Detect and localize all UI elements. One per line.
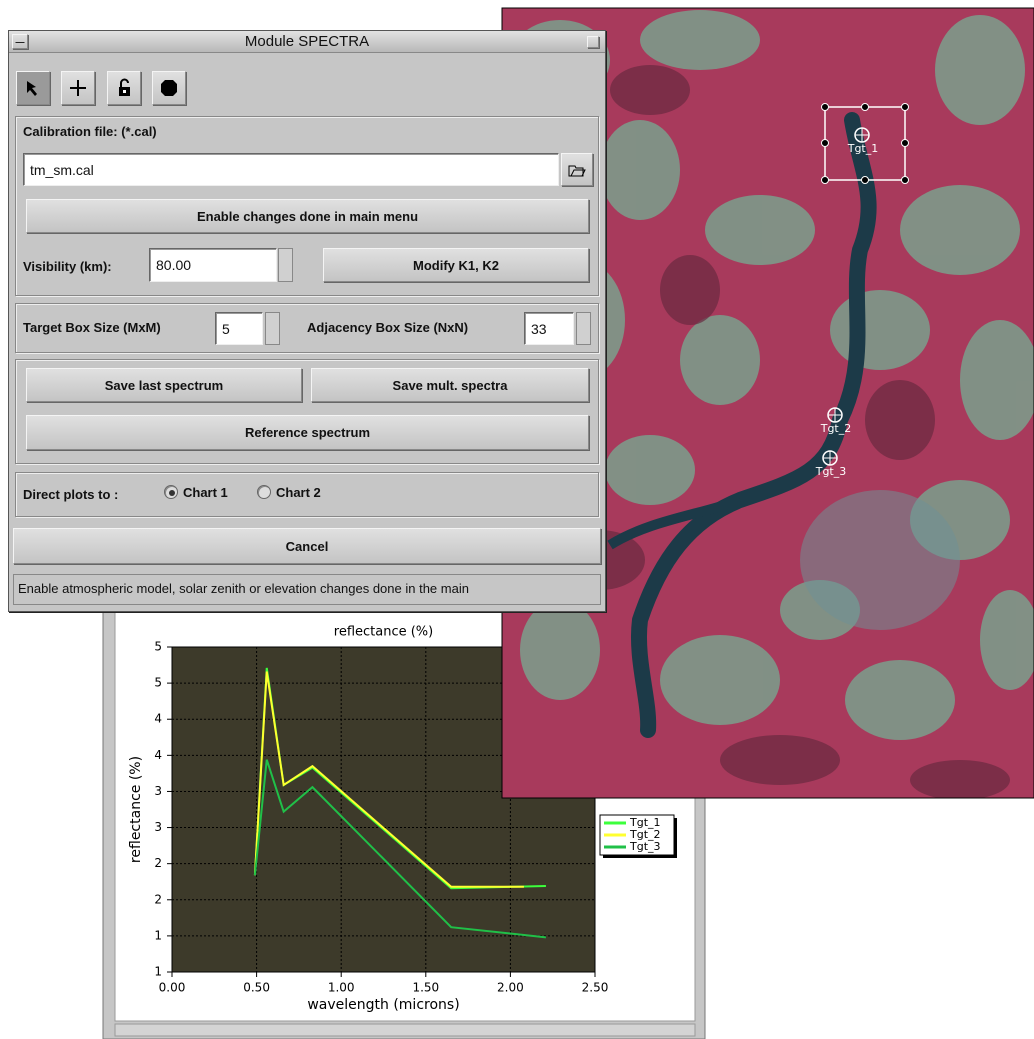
radio-chart-2-label[interactable]: Chart 2 [276,485,321,500]
selection-box[interactable] [821,103,909,184]
adjacency-box-label: Adjacency Box Size (NxN) [307,320,469,335]
field-patches [510,10,1034,740]
x-tick-label: 0.50 [243,981,270,995]
y-tick-label: 1 [154,928,162,942]
legend-label: Tgt_2 [629,828,661,841]
legend-label: Tgt_1 [629,816,661,829]
browse-button[interactable] [561,153,593,186]
direct-plots-panel [15,472,599,517]
river [631,112,877,738]
calibration-panel [15,116,599,296]
target-label: Tgt_1 [847,142,879,155]
dark-fields [555,65,1010,798]
cancel-button[interactable]: Cancel [13,528,601,564]
spectra-dialog: Module SPECTRA — Calibration file: (*.ca… [8,30,606,612]
radio-chart-1-label[interactable]: Chart 1 [183,485,228,500]
x-tick-label: 0.00 [159,981,186,995]
target-crosshair [823,451,837,465]
target-box-spinner[interactable] [265,312,280,345]
pointer-icon [27,81,37,96]
target-markers: Tgt_1 Tgt_2 Tgt_3 [815,127,879,478]
x-tick-label: 1.50 [412,981,439,995]
y-tick-label: 5 [154,640,162,654]
target-crosshair [828,408,842,422]
town-area [800,490,960,630]
y-tick-label: 3 [154,820,162,834]
lock-icon [119,78,130,96]
y-tick-label: 4 [154,748,162,762]
window-close-button[interactable] [587,36,599,48]
direct-plots-label: Direct plots to : [23,487,119,502]
save-last-button[interactable]: Save last spectrum [26,368,302,402]
x-tick-label: 2.00 [497,981,524,995]
save-mult-button[interactable]: Save mult. spectra [311,368,589,402]
window-menu-button[interactable]: — [12,34,28,49]
x-axis-title: wavelength (microns) [307,997,459,1013]
visibility-spinner[interactable] [278,248,293,282]
river-branch [607,495,742,550]
adjacency-box-input[interactable]: 33 [524,312,574,345]
y-tick-label: 2 [154,856,162,870]
visibility-input[interactable]: 80.00 [149,248,277,282]
radio-chart-2[interactable] [257,485,271,499]
series-line [253,759,547,939]
y-tick-label: 4 [154,712,162,726]
target-box-input[interactable]: 5 [215,312,263,345]
folder-icon [568,165,586,176]
modify-k-button[interactable]: Modify K1, K2 [323,248,589,282]
target-box-label: Target Box Size (MxM) [23,320,161,335]
y-axis-title: reflectance (%) [128,756,144,863]
lock-tool[interactable] [107,71,141,105]
selection-handles [821,103,909,184]
chart-title: reflectance (%) [334,625,433,640]
reference-button[interactable]: Reference spectrum [26,415,589,450]
calibration-label: Calibration file: (*.cal) [23,124,157,139]
spectrum-panel [15,359,599,464]
y-tick-label: 5 [154,676,162,690]
x-tick-label: 1.00 [328,981,355,995]
radio-chart-1[interactable] [164,485,178,499]
stop-icon [161,80,177,96]
enable-changes-button[interactable]: Enable changes done in main menu [26,199,589,233]
legend-label: Tgt_3 [629,840,661,853]
pointer-tool[interactable] [16,71,50,105]
y-tick-label: 2 [154,892,162,906]
visibility-label: Visibility (km): [23,259,112,274]
box-size-panel [15,303,599,353]
target-crosshair [855,128,869,142]
target-label: Tgt_3 [815,465,847,478]
plus-icon [70,80,86,96]
status-bar: Enable atmospheric model, solar zenith o… [13,574,601,605]
y-tick-label: 1 [154,965,162,979]
add-target-tool[interactable] [61,71,95,105]
adjacency-box-spinner[interactable] [576,312,591,345]
stop-tool[interactable] [152,71,186,105]
target-label: Tgt_2 [820,422,852,435]
dialog-title: Module SPECTRA [9,31,605,53]
calibration-input[interactable]: tm_sm.cal [23,153,559,186]
y-tick-label: 3 [154,784,162,798]
series-line [253,671,524,888]
chart-statusbar [114,1023,696,1037]
x-tick-label: 2.50 [582,981,609,995]
